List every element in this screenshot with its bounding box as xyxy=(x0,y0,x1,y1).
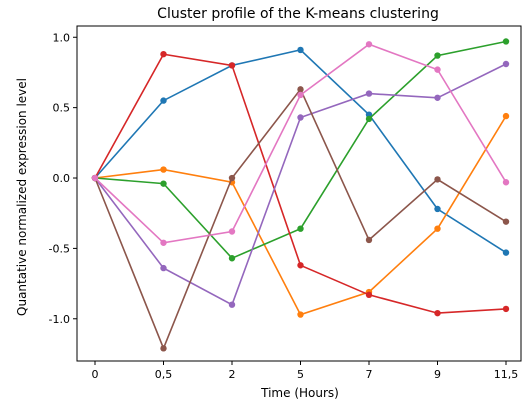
data-point xyxy=(228,62,236,69)
series-3 xyxy=(91,38,510,262)
data-point xyxy=(228,255,236,262)
series-layer xyxy=(91,38,510,352)
data-point xyxy=(365,236,373,244)
data-point xyxy=(91,174,99,182)
data-point xyxy=(434,52,441,59)
series-7 xyxy=(91,41,510,246)
data-point xyxy=(160,345,167,352)
y-tick-label: 0.5 xyxy=(53,102,71,115)
data-point xyxy=(365,115,373,123)
data-point xyxy=(297,86,304,93)
y-axis-label: Quantative normalized expression level xyxy=(15,78,29,316)
data-point xyxy=(434,94,441,101)
data-point xyxy=(228,228,236,235)
series-5 xyxy=(91,60,510,308)
y-tick-label: -0.5 xyxy=(49,242,70,255)
data-point xyxy=(160,264,167,272)
x-tick-label: 0 xyxy=(92,368,99,381)
data-point xyxy=(502,112,510,120)
data-point xyxy=(502,305,510,313)
data-point xyxy=(160,50,167,58)
data-point xyxy=(502,179,510,186)
data-point xyxy=(297,46,304,54)
data-point xyxy=(228,174,236,182)
data-point xyxy=(160,97,167,104)
x-tick-label: 7 xyxy=(366,368,373,381)
data-point xyxy=(365,41,373,48)
series-line xyxy=(94,115,507,316)
data-point xyxy=(365,291,373,299)
x-tick-label: 2 xyxy=(229,368,236,381)
data-point xyxy=(297,91,304,99)
y-axis-ticks: -1.0 -0.5 0.0 0.5 1.0 xyxy=(49,31,77,326)
data-point xyxy=(502,38,510,45)
data-point xyxy=(228,301,236,308)
x-axis-label: Time (Hours) xyxy=(260,386,339,400)
y-tick-label: 1.0 xyxy=(53,31,71,44)
data-point xyxy=(434,225,441,232)
data-point xyxy=(434,309,441,317)
data-point xyxy=(297,225,304,232)
series-1 xyxy=(91,46,510,256)
x-axis-ticks: 0 0,5 2 5 7 9 11,5 xyxy=(92,361,519,381)
data-point xyxy=(502,249,510,256)
data-point xyxy=(160,166,167,173)
data-point xyxy=(365,90,373,97)
x-tick-label: 9 xyxy=(434,368,441,381)
x-tick-label: 11,5 xyxy=(494,368,519,381)
x-tick-label: 5 xyxy=(297,368,304,381)
data-point xyxy=(434,176,441,183)
y-tick-label: 0.0 xyxy=(53,172,71,185)
data-point xyxy=(502,60,510,68)
data-point xyxy=(160,180,167,187)
plot-frame xyxy=(76,25,522,362)
y-tick-label: -1.0 xyxy=(49,313,70,326)
data-point xyxy=(297,311,304,318)
data-point xyxy=(502,218,510,225)
data-point xyxy=(297,114,304,121)
data-point xyxy=(434,205,441,213)
data-point xyxy=(297,262,304,269)
x-tick-label: 0,5 xyxy=(155,368,173,381)
chart-title: Cluster profile of the K-means clusterin… xyxy=(157,6,439,22)
data-point xyxy=(160,239,167,246)
data-point xyxy=(434,66,441,73)
